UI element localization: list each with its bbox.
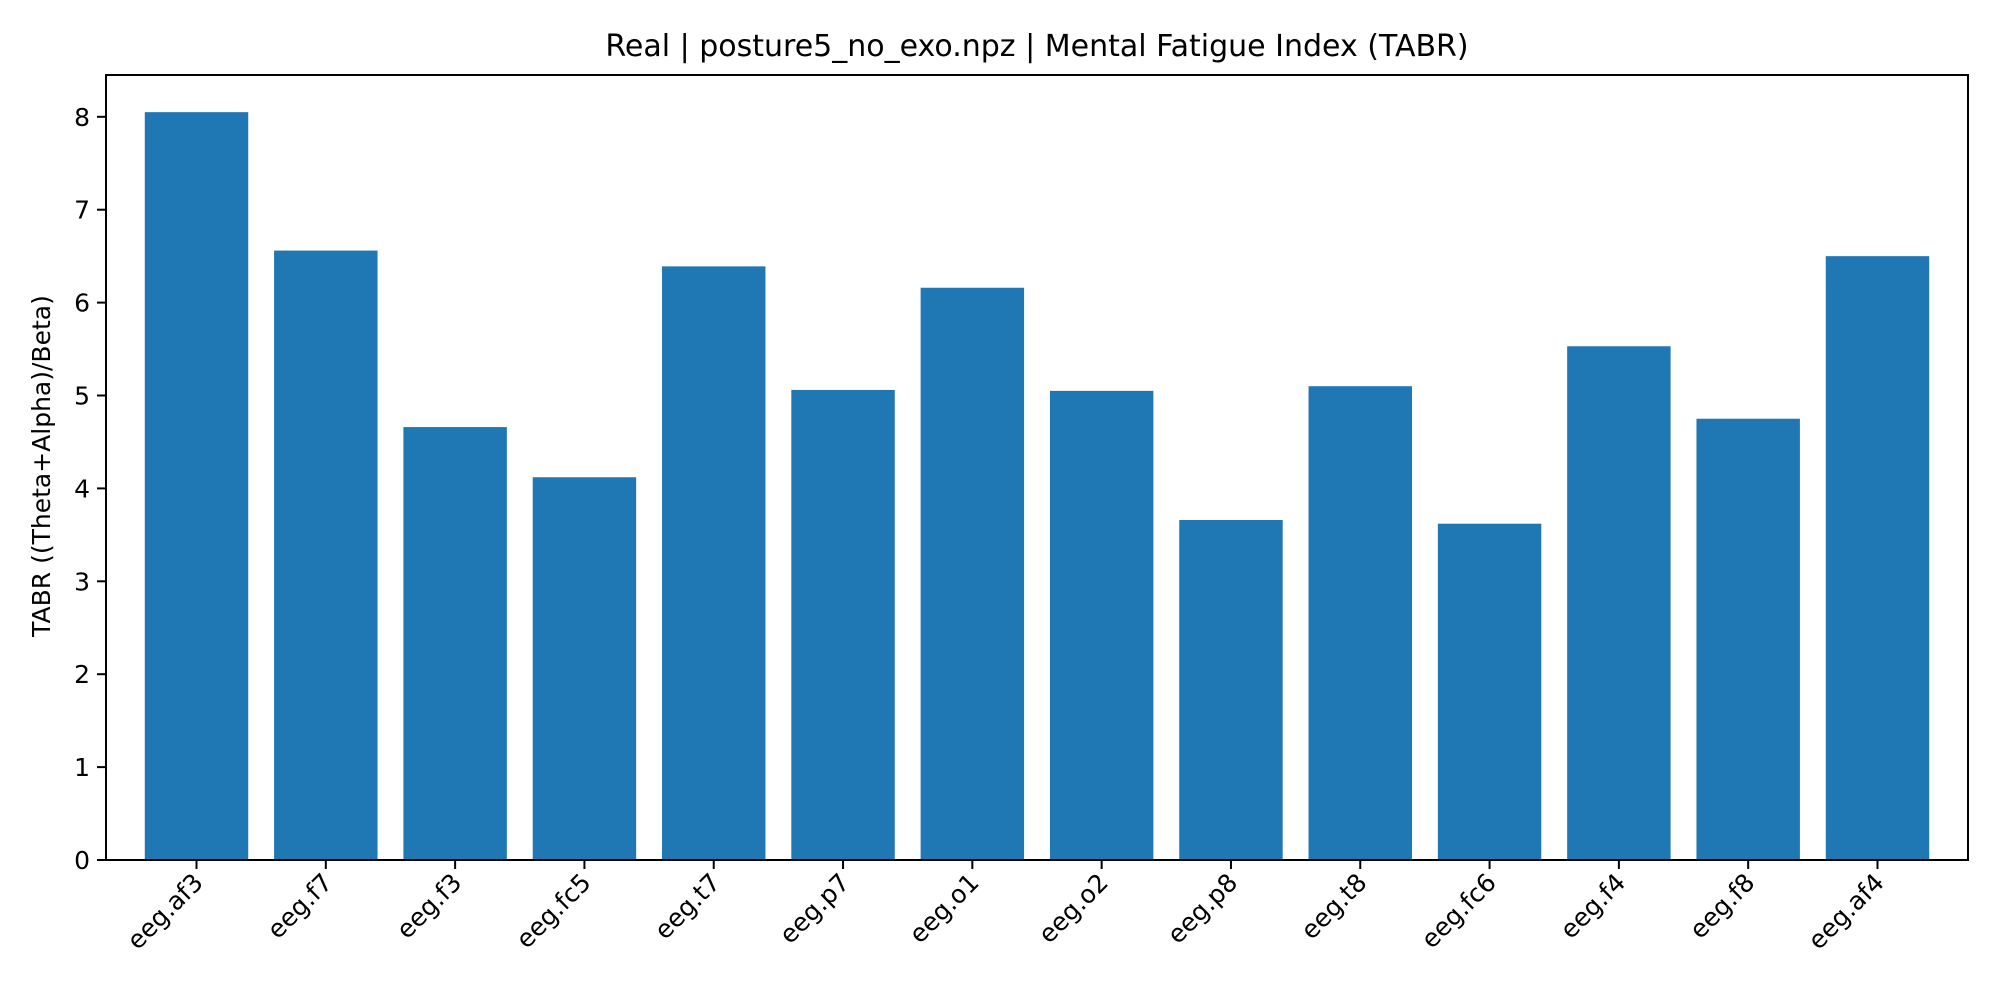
y-tick-label: 1 [74, 753, 90, 782]
y-tick-label: 2 [74, 660, 90, 689]
bar-eeg-af4 [1825, 256, 1930, 861]
y-axis-label: TABR ((Theta+Alpha)/Beta) [27, 295, 56, 638]
y-tick-label: 7 [74, 196, 90, 225]
bar-eeg-o1 [920, 287, 1025, 861]
chart-title: Real | posture5_no_exo.npz | Mental Fati… [605, 29, 1468, 64]
bars-group [144, 112, 1930, 861]
bar-eeg-p8 [1179, 519, 1283, 860]
bar-eeg-fc5 [532, 477, 637, 860]
bar-eeg-t8 [1308, 386, 1412, 860]
bar-eeg-p7 [791, 389, 895, 860]
bar-eeg-o2 [1049, 390, 1154, 860]
bar-eeg-af3 [144, 112, 249, 860]
y-tick-label: 4 [74, 474, 90, 503]
y-tick-label: 0 [74, 846, 90, 875]
y-tick-label: 3 [74, 567, 90, 596]
y-tick-label: 8 [74, 103, 90, 132]
y-ticks-group: 0 1 2 3 4 5 6 7 8 [74, 103, 106, 875]
bar-eeg-f7 [274, 250, 378, 860]
bar-eeg-f4 [1567, 346, 1671, 861]
bar-eeg-t7 [662, 266, 766, 860]
bar-eeg-f3 [403, 427, 507, 860]
plot-frame [105, 74, 1969, 861]
y-tick-label: 6 [74, 289, 90, 318]
bar-eeg-fc6 [1437, 523, 1542, 860]
y-tick-label: 5 [74, 382, 90, 411]
bar-eeg-f8 [1696, 418, 1800, 860]
